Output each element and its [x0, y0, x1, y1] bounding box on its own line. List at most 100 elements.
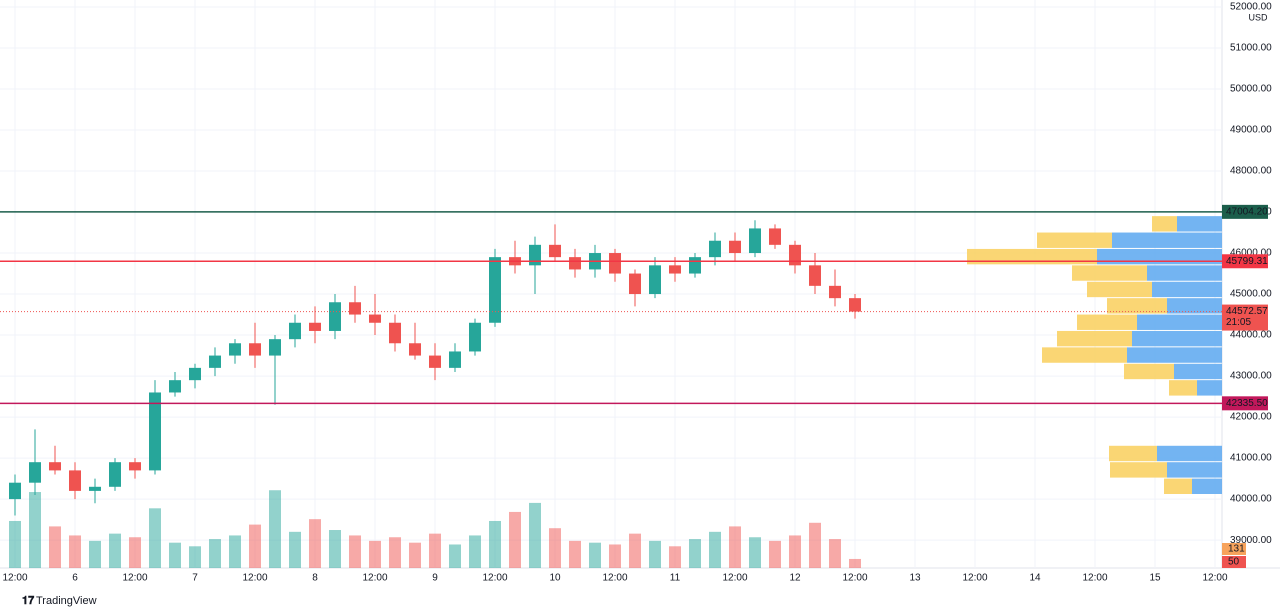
candle-body [849, 298, 861, 312]
candle-body [249, 343, 261, 356]
candle-body [829, 285, 841, 299]
candle-body [689, 257, 701, 274]
profile-up [1147, 265, 1222, 281]
profile-down [967, 248, 1097, 265]
candle-body [769, 228, 781, 245]
volume-bar [509, 511, 521, 568]
x-tick-label: 12:00 [842, 573, 867, 584]
y-tick-label: 39000.00 [1230, 535, 1272, 546]
volume-bar [409, 542, 421, 568]
price-label-bg [1222, 204, 1268, 219]
volume-bar [429, 533, 441, 568]
profile-down [1057, 330, 1132, 347]
profile-down [1164, 478, 1192, 495]
candle-body [289, 322, 301, 340]
volume-bar [389, 537, 401, 568]
volume-bar [349, 535, 361, 568]
price-label: 42335.50 [1226, 398, 1268, 409]
profile-up [1197, 380, 1222, 396]
volume-bar [609, 544, 621, 568]
profile-up [1167, 462, 1222, 478]
candle-body [749, 228, 761, 254]
candle-body [169, 380, 181, 393]
profile-up [1137, 314, 1222, 330]
volume-bar [809, 522, 821, 568]
candle-body [429, 355, 441, 368]
volume-bar [169, 542, 181, 568]
volume-bar [229, 535, 241, 568]
volume-bar [329, 530, 341, 568]
profile-down [1042, 347, 1127, 363]
y-tick-label: 45000.00 [1230, 289, 1272, 300]
candle-body [569, 257, 581, 270]
volume-bar [269, 490, 281, 568]
candle-body [309, 322, 321, 331]
x-tick-label: 12:00 [1202, 573, 1227, 584]
price-label-bg [1222, 304, 1268, 331]
profile-up [1127, 347, 1222, 363]
volume-bar [209, 539, 221, 568]
x-tick-label: 14 [1029, 573, 1041, 584]
volume-bar [29, 492, 41, 568]
volume-bar [489, 520, 501, 568]
candle-body [389, 322, 401, 344]
profile-down [1072, 265, 1147, 281]
y-tick-label: 48000.00 [1230, 166, 1272, 177]
profile-up [1192, 478, 1222, 495]
volume-bar [309, 519, 321, 568]
price-label-bg [1222, 254, 1268, 269]
x-tick-label: 12:00 [722, 573, 747, 584]
volume-bar [469, 535, 481, 568]
candle-body [549, 244, 561, 258]
x-tick-label: 10 [549, 573, 561, 584]
y-tick-label: 44000.00 [1230, 330, 1272, 341]
price-label: 45799.31 [1226, 256, 1268, 267]
x-tick-label: 8 [312, 573, 318, 584]
candle-body [789, 244, 801, 266]
profile-down [1077, 314, 1137, 330]
profile-up [1132, 330, 1222, 347]
volume-bar [449, 544, 461, 568]
candle-body [189, 367, 201, 381]
countdown: 21:05 [1226, 317, 1251, 328]
volume-bar [689, 539, 701, 568]
x-tick-label: 12:00 [2, 573, 27, 584]
candle-body [809, 265, 821, 286]
volume-bar [729, 526, 741, 568]
profile-up [1152, 281, 1222, 298]
x-tick-label: 15 [1149, 573, 1161, 584]
candle-body [229, 343, 241, 356]
volume-bar [649, 540, 661, 568]
volume-bar [829, 539, 841, 568]
x-tick-label: 6 [72, 573, 78, 584]
profile-up [1167, 298, 1222, 314]
volume-bar [249, 524, 261, 568]
volume-bar [289, 531, 301, 568]
profile-down [1169, 380, 1197, 396]
volume-bar [849, 558, 861, 568]
x-tick-label: 12:00 [482, 573, 507, 584]
x-tick-label: 12:00 [242, 573, 267, 584]
volume-bar [589, 542, 601, 568]
candle-body [329, 302, 341, 331]
profile-down [1109, 445, 1157, 462]
volume-bar [129, 537, 141, 568]
profile-up [1174, 363, 1222, 380]
volume-bar [189, 546, 201, 568]
candle-body [209, 355, 221, 368]
x-tick-label: 11 [670, 573, 681, 584]
candle-body [709, 240, 721, 258]
candle-body [669, 265, 681, 274]
candle-body [49, 462, 61, 471]
candle-body [349, 302, 361, 315]
volume-bar [549, 528, 561, 568]
y-tick-label: 50000.00 [1230, 84, 1272, 95]
brand: TradingView [36, 595, 97, 607]
x-tick-label: 12:00 [602, 573, 627, 584]
candle-body [529, 244, 541, 266]
x-tick-label: 12:00 [122, 573, 147, 584]
volume-bar [669, 546, 681, 568]
volume-bar [569, 540, 581, 568]
candle-body [629, 273, 641, 295]
